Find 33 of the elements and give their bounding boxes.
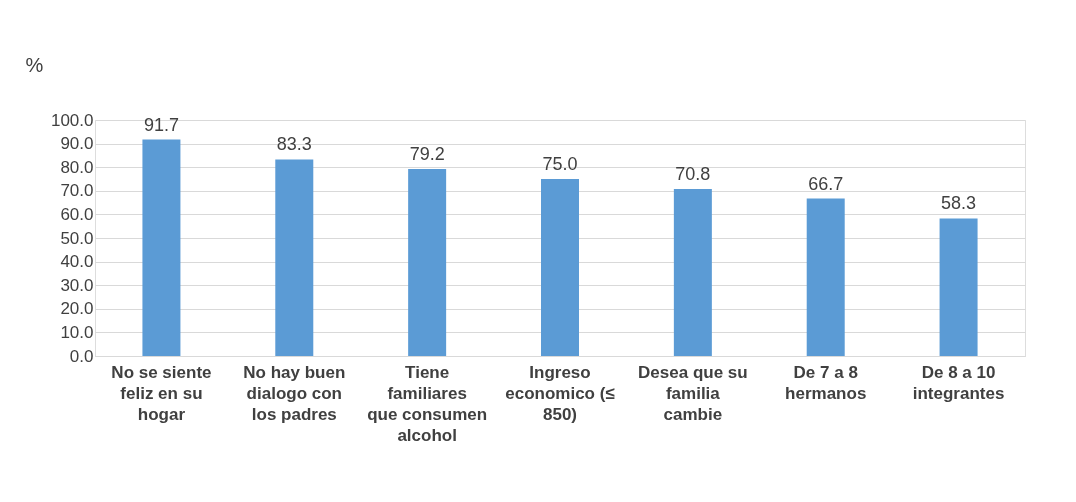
y-tick-label: 20.0: [60, 299, 94, 319]
x-tick-label: De 7 a 8 hermanos: [785, 362, 867, 403]
x-tick-label: Tiene familiares que consumen alcohol: [367, 362, 488, 445]
y-tick-label: 40.0: [60, 252, 94, 272]
bar: [142, 139, 181, 356]
data-label: 66.7: [808, 173, 844, 194]
y-tick-label: 50.0: [60, 228, 94, 248]
x-tick-label: No hay buen dialogo con los padres: [243, 362, 346, 424]
bar: [673, 188, 712, 356]
y-tick-label: 10.0: [60, 322, 94, 342]
y-tick-label: 80.0: [60, 157, 94, 177]
data-label: 75.0: [542, 154, 578, 174]
data-label: 91.7: [143, 114, 179, 135]
y-tick-label: 100.0: [50, 110, 94, 130]
data-label: 70.8: [675, 163, 711, 184]
y-tick-label: 0.0: [69, 346, 94, 366]
data-label: 58.3: [941, 193, 977, 214]
x-tick-label: No se siente feliz en su hogar: [111, 362, 212, 424]
y-tick-label: 70.0: [60, 181, 94, 201]
bar: [541, 179, 579, 356]
y-tick-label: 90.0: [60, 134, 94, 154]
bar: [408, 169, 447, 356]
bar: [806, 198, 845, 356]
bar: [275, 159, 314, 356]
y-tick-label: 30.0: [60, 275, 94, 295]
x-tick-label: Desea que su familia cambie: [638, 362, 748, 424]
y-axis-title: %: [25, 53, 44, 76]
x-tick-label: Ingreso economico (≤ 850): [505, 362, 615, 424]
y-tick-label: 60.0: [60, 204, 94, 224]
x-tick-label: De 8 a 10 integrantes: [912, 362, 1005, 403]
bar: [939, 218, 978, 356]
data-label: 83.3: [276, 134, 312, 155]
data-label: 79.2: [409, 144, 445, 165]
